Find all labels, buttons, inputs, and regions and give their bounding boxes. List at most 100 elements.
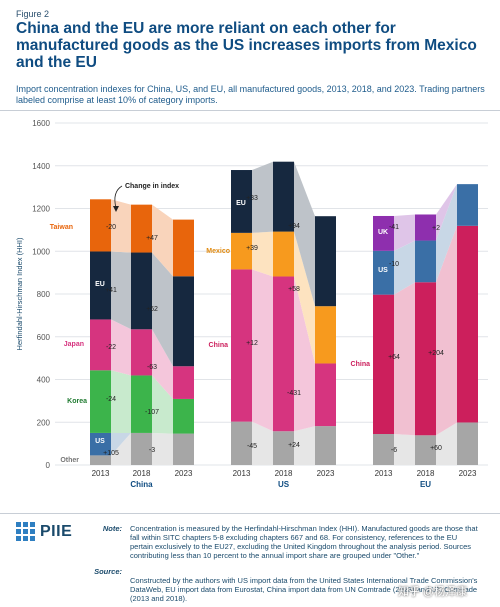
- change-value-label: +64: [388, 354, 400, 361]
- segment-label-eu: EU: [95, 281, 105, 288]
- segment-label-korea: Korea: [67, 398, 87, 405]
- change-band-other: [394, 434, 415, 465]
- bar-segment-other: [90, 455, 111, 465]
- change-band-uk: [436, 184, 457, 241]
- x-tick-label: 2013: [92, 469, 110, 478]
- bar-segment-other: [231, 421, 252, 465]
- bar-segment-other: [457, 422, 478, 465]
- segment-label-china: China: [209, 342, 229, 349]
- change-band-china: [252, 269, 273, 432]
- change-band-other: [252, 421, 273, 465]
- y-tick-label: 0: [46, 461, 51, 470]
- change-band-us: [111, 432, 131, 456]
- change-value-label: +2: [432, 225, 440, 232]
- change-value-label: +33: [246, 195, 258, 202]
- change-band-mexico: [252, 231, 273, 277]
- segment-label-eu: EU: [236, 200, 246, 207]
- group-label: US: [278, 480, 290, 489]
- y-tick-label: 600: [37, 333, 51, 342]
- bar-segment-korea: [173, 398, 194, 434]
- bar-segment-eu: [315, 216, 336, 307]
- change-band-us: [394, 240, 415, 295]
- group-label: China: [130, 480, 153, 489]
- change-value-label: -10: [389, 261, 399, 268]
- y-tick-label: 1600: [32, 119, 50, 128]
- bar-segment-us: [90, 432, 111, 456]
- bar-segment-china: [415, 282, 436, 436]
- change-band-japan: [152, 329, 173, 399]
- change-band-eu: [252, 161, 273, 233]
- change-value-label: -41: [389, 224, 399, 231]
- bar-segment-china: [315, 363, 336, 427]
- y-tick-label: 200: [37, 418, 51, 427]
- x-tick-label: 2013: [233, 469, 251, 478]
- change-value-label: +47: [146, 235, 158, 242]
- change-value-label: +94: [288, 223, 300, 230]
- change-band-mexico: [294, 231, 315, 364]
- bar-segment-taiwan: [173, 219, 194, 277]
- source-text: Constructed by the authors with US impor…: [130, 576, 478, 603]
- change-annotation-label: Change in index: [125, 183, 179, 190]
- bar-segment-other: [273, 431, 294, 465]
- change-value-label: +39: [246, 245, 258, 252]
- bar-segment-us: [415, 240, 436, 283]
- piie-logo: PIIE: [16, 522, 72, 541]
- change-value-label: -22: [106, 344, 116, 351]
- change-value-label: +62: [146, 306, 158, 313]
- segment-label-us: US: [378, 267, 388, 274]
- chart-title: China and the EU are more reliant on eac…: [16, 20, 477, 71]
- x-tick-label: 2013: [375, 469, 393, 478]
- bar-segment-mexico: [273, 231, 294, 277]
- change-value-label: +58: [288, 286, 300, 293]
- change-band-taiwan: [152, 204, 173, 277]
- bar-segment-china: [273, 276, 294, 432]
- segment-label-uk: UK: [378, 229, 388, 236]
- bar-segment-china: [231, 269, 252, 422]
- bar-segment-mexico: [231, 232, 252, 270]
- change-band-other: [294, 426, 315, 465]
- segment-label-taiwan: Taiwan: [50, 224, 73, 231]
- x-tick-label: 2018: [417, 469, 435, 478]
- bar-segment-japan: [131, 329, 152, 376]
- chart-subtitle: Import concentration indexes for China, …: [16, 84, 485, 105]
- bar-segment-korea: [90, 370, 111, 433]
- piie-logo-icon: [16, 522, 35, 541]
- bar-segment-uk: [415, 214, 436, 241]
- bar-segment-other: [173, 433, 194, 465]
- note-text: Concentration is measured by the Herfind…: [130, 524, 478, 560]
- logo-text: PIIE: [40, 522, 73, 540]
- change-band-other: [436, 422, 457, 465]
- bar-segment-other: [373, 434, 394, 465]
- footer-divider: [0, 513, 500, 514]
- segment-label-japan: Japan: [64, 341, 84, 348]
- bar-segment-eu: [273, 161, 294, 232]
- change-value-label: -6: [391, 447, 397, 454]
- change-band-china: [294, 276, 315, 432]
- change-value-label: -3: [149, 447, 155, 454]
- bar-segment-other: [131, 432, 152, 465]
- segment-label-other: Other: [60, 457, 79, 464]
- segment-label-mexico: Mexico: [206, 248, 230, 255]
- change-band-other: [152, 432, 173, 465]
- stacked-bar-chart: 0 200 400 600 800 1000 1200 1400 1600 Herfindahl-…: [15, 119, 488, 489]
- divider: [0, 110, 500, 111]
- bar-segment-taiwan: [90, 199, 111, 252]
- bar-segment-other: [415, 435, 436, 465]
- change-value-label: +41: [105, 287, 117, 294]
- segment-label-china: China: [351, 361, 371, 368]
- change-value-label: +60: [430, 445, 442, 452]
- y-axis-label: Herfindahl-Hirschman Index (HHI): [15, 237, 24, 350]
- change-band-china: [394, 282, 415, 436]
- bar-segment-mexico: [315, 306, 336, 364]
- change-band-eu: [294, 161, 315, 307]
- change-value-label: -431: [287, 390, 301, 397]
- annotation-arrow: [114, 185, 123, 209]
- change-value-label: -63: [147, 364, 157, 371]
- change-band-japan: [111, 319, 131, 376]
- bar-segment-uk: [373, 215, 394, 251]
- y-tick-label: 1000: [32, 247, 50, 256]
- x-tick-label: 2018: [133, 469, 151, 478]
- change-band-uk: [394, 214, 415, 251]
- x-tick-label: 2018: [275, 469, 293, 478]
- change-band-eu: [111, 251, 131, 330]
